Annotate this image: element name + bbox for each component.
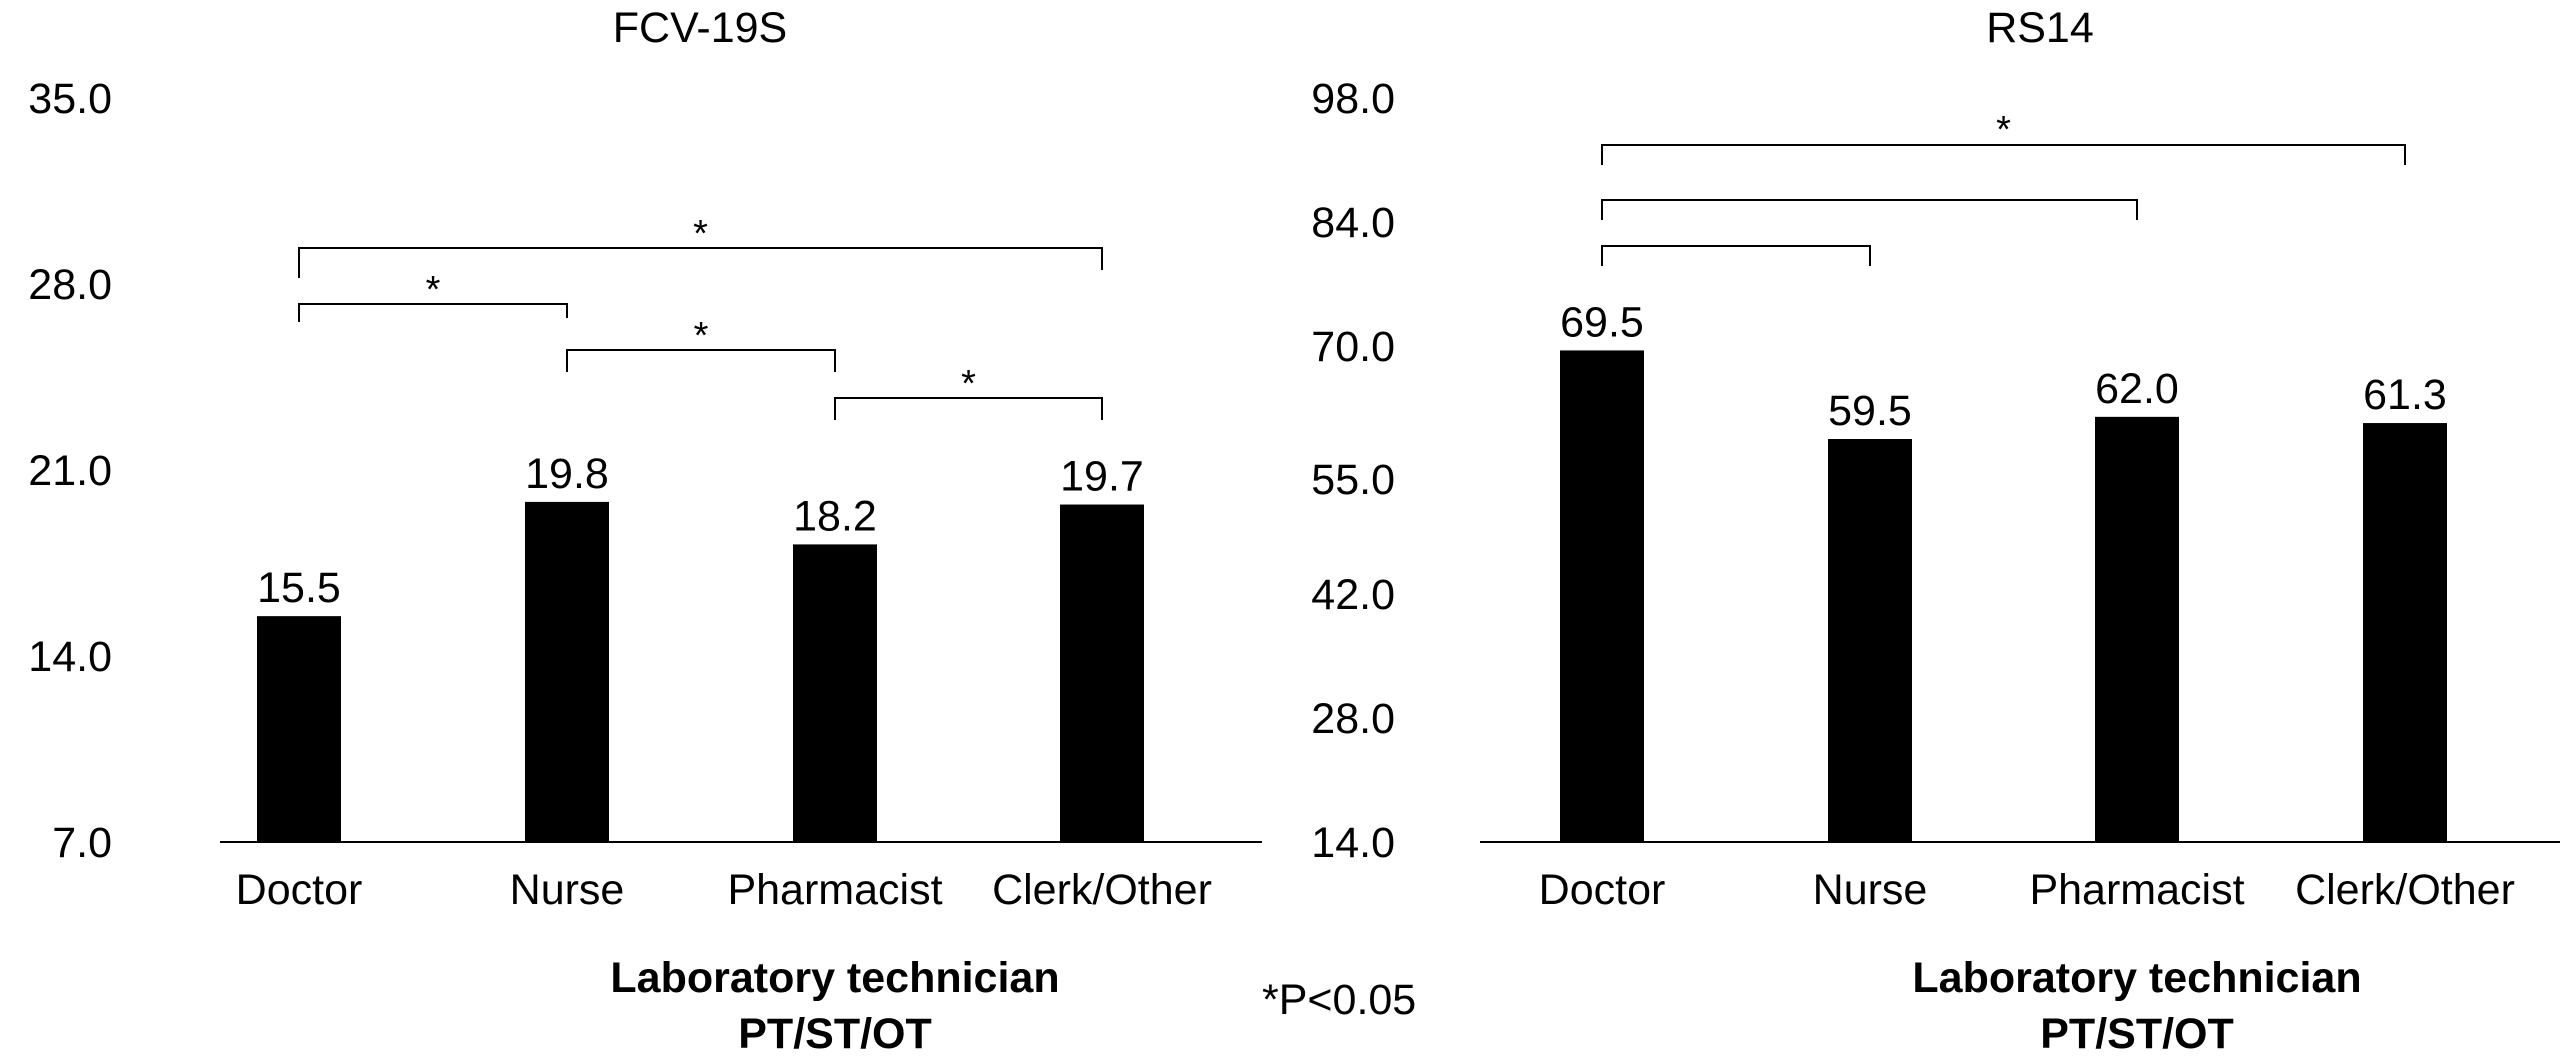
category-label: Doctor xyxy=(1539,866,1666,914)
fcv-19s-chart: FCV-19S 7.0 14.0 21.0 28.0 35.0 15.5 Doctor 19.8… xyxy=(28,4,1262,1058)
x-axis-title: PT/ST/OT xyxy=(2040,1010,2234,1058)
data-label: 18.2 xyxy=(793,492,877,540)
y-tick-label: 55.0 xyxy=(1311,456,1395,504)
data-label: 15.5 xyxy=(257,564,341,612)
rs14-chart: RS14 14.0 28.0 42.0 55.0 70.0 84.0 98.0 69.5 Doct… xyxy=(1311,4,2560,1058)
category-label: Pharmacist xyxy=(2029,866,2244,914)
category-label: Clerk/Other xyxy=(992,866,1212,914)
bar-pharmacist xyxy=(2095,416,2179,842)
data-label: 62.0 xyxy=(2095,365,2179,413)
data-label: 59.5 xyxy=(1828,387,1912,435)
chart-title: RS14 xyxy=(1986,4,2094,52)
significance-star: * xyxy=(1996,109,2011,151)
y-tick-label: 28.0 xyxy=(1311,695,1395,743)
significance-bracket xyxy=(298,303,568,322)
bar-clerk-other xyxy=(1060,504,1144,842)
significance-star: * xyxy=(693,213,708,255)
x-axis-title: Laboratory technician xyxy=(610,954,1059,1002)
significance-star: * xyxy=(961,363,976,405)
significance-bracket xyxy=(1601,245,1871,266)
y-tick-label: 7.0 xyxy=(52,819,112,867)
category-label: Doctor xyxy=(236,866,363,914)
y-tick-label: 70.0 xyxy=(1311,323,1395,371)
significance-note: *P<0.05 xyxy=(1262,976,1416,1024)
significance-bracket xyxy=(1601,199,2138,220)
significance-bracket xyxy=(834,397,1103,420)
y-tick-label: 42.0 xyxy=(1311,571,1395,619)
bar-doctor xyxy=(1560,350,1644,842)
x-axis-title: PT/ST/OT xyxy=(738,1010,932,1058)
x-axis-title: Laboratory technician xyxy=(1912,954,2361,1002)
category-label: Clerk/Other xyxy=(2295,866,2515,914)
data-label: 69.5 xyxy=(1560,298,1644,346)
data-label: 19.8 xyxy=(525,450,609,498)
bar-nurse xyxy=(1828,439,1912,842)
y-tick-label: 35.0 xyxy=(28,75,112,123)
category-label: Pharmacist xyxy=(727,866,942,914)
significance-star: * xyxy=(426,269,441,311)
data-label: 61.3 xyxy=(2363,371,2447,419)
significance-bracket xyxy=(566,349,836,372)
y-tick-label: 84.0 xyxy=(1311,199,1395,247)
y-tick-label: 21.0 xyxy=(28,447,112,495)
data-label: 19.7 xyxy=(1060,453,1144,501)
significance-star: * xyxy=(694,315,709,357)
category-label: Nurse xyxy=(1813,866,1928,914)
category-label: Nurse xyxy=(510,866,625,914)
significance-bracket xyxy=(1601,144,2406,165)
bar-clerk-other xyxy=(2363,423,2447,842)
bar-doctor xyxy=(257,616,341,842)
y-tick-label: 98.0 xyxy=(1311,75,1395,123)
y-tick-label: 28.0 xyxy=(28,261,112,309)
y-tick-label: 14.0 xyxy=(28,633,112,681)
bar-nurse xyxy=(525,501,609,842)
y-tick-label: 14.0 xyxy=(1311,819,1395,867)
bar-pharmacist xyxy=(793,544,877,842)
significance-bracket xyxy=(298,247,1103,278)
chart-title: FCV-19S xyxy=(613,4,787,52)
